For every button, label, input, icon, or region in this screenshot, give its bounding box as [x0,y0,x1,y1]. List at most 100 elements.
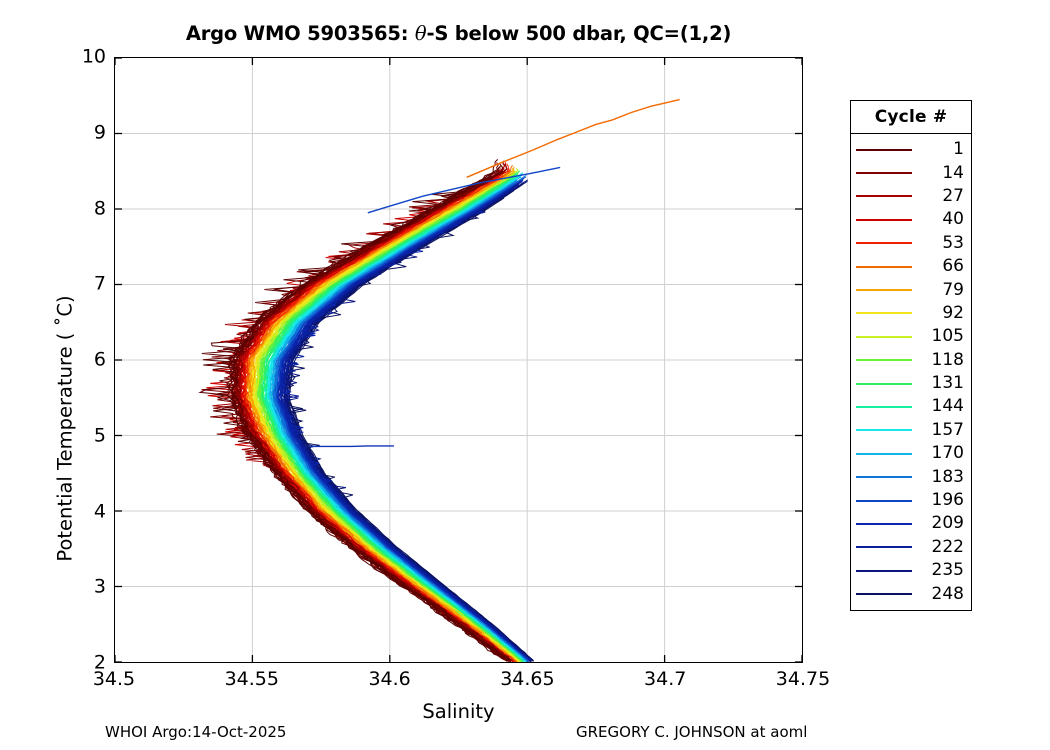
theta-s-trace [210,170,512,661]
legend-row[interactable]: 183 [851,465,971,488]
legend-row[interactable]: 79 [851,278,971,301]
legend-row[interactable]: 131 [851,372,971,395]
x-tick-label: 34.55 [224,668,279,690]
theta-s-trace [271,193,528,662]
legend-row[interactable]: 27 [851,185,971,208]
legend-label: 144 [931,396,964,417]
theta-s-trace [281,188,528,660]
legend-color-swatch [856,335,912,338]
legend-color-swatch [856,522,912,525]
legend-row[interactable]: 144 [851,395,971,418]
legend-row[interactable]: 66 [851,255,971,278]
legend-color-swatch [856,148,912,151]
legend-label: 157 [931,419,964,440]
legend-row[interactable]: 92 [851,302,971,325]
y-axis-title-wrap: Potential Temperature ( ˚C) [0,57,77,663]
legend-row[interactable]: 222 [851,536,971,559]
legend-color-swatch [856,499,912,502]
legend-row[interactable]: 157 [851,419,971,442]
legend-row[interactable]: 105 [851,325,971,348]
theta-s-trace [222,165,515,662]
theta-s-trace [280,187,531,661]
x-tick-label: 34.65 [500,668,555,690]
tick-marks [115,58,802,662]
x-axis-tick-labels: 34.5 34.55 34.6 34.65 34.7 34.75 [93,668,830,696]
y-tick-label: 8 [93,197,106,219]
y-tick-label: 10 [81,45,106,68]
theta-s-trace [253,176,517,662]
legend-row[interactable]: 196 [851,489,971,512]
legend-row[interactable]: 14 [851,161,971,184]
legend-label: 79 [942,279,964,300]
theta-s-trace [283,199,532,662]
outlier-paths [308,98,680,448]
legend-label: 131 [931,373,964,394]
legend-row[interactable]: 53 [851,232,971,255]
x-axis-title: Salinity [422,700,495,723]
legend-color-swatch [856,405,912,408]
theta-s-trace [283,197,531,661]
legend-color-swatch [856,429,912,432]
x-tick-label: 34.75 [775,668,831,690]
legend-row[interactable]: 40 [851,208,971,231]
y-axis-tick-labels: 2 3 4 5 6 7 8 9 10 [40,47,106,672]
legend-row[interactable]: 209 [851,512,971,535]
legend-row[interactable]: 1 [851,138,971,161]
theta-s-plot [115,58,802,662]
legend-label: 66 [942,256,964,277]
legend-label: 92 [942,302,964,323]
legend-label: 248 [931,583,964,604]
theta-s-trace [248,166,515,661]
theta-s-trace [280,194,529,661]
theta-s-trace [276,176,528,661]
legend-color-swatch [856,218,912,221]
legend-color-swatch [856,265,912,268]
legend-row[interactable]: 235 [851,559,971,582]
series-trace-group [198,158,512,662]
legend-row[interactable]: 118 [851,349,971,372]
footer-source-text: WHOI Argo:14-Oct-2025 [105,723,287,741]
gridlines [115,58,802,662]
legend-label: 183 [931,466,964,487]
y-tick-label: 5 [93,424,106,447]
legend-row[interactable]: 170 [851,442,971,465]
legend-color-swatch [856,569,912,572]
theta-s-trace [281,190,531,662]
legend-color-swatch [856,289,912,292]
y-tick-label: 2 [93,651,106,674]
x-tick-label: 34.5 [92,668,136,690]
chart-title: Argo WMO 5903565: θ-S below 500 dbar, QC… [114,22,803,45]
theta-s-trace [277,191,527,661]
legend-color-swatch [856,593,912,596]
theta-s-trace [261,187,522,662]
y-tick-label: 7 [93,272,106,295]
theta-s-trace [258,176,521,662]
legend-color-swatch [856,476,912,479]
legend-label: 196 [931,490,964,511]
theta-s-trace [262,175,524,662]
x-tick-label: 34.7 [644,668,687,690]
y-axis-title: Potential Temperature ( ˚C) [53,295,77,562]
legend-label: 53 [942,232,964,253]
legend-color-swatch [856,382,912,385]
legend-color-swatch [856,312,912,315]
legend-label: 40 [942,209,964,230]
theta-s-trace [275,190,529,662]
legend-row[interactable]: 248 [851,582,971,605]
legend-color-swatch [856,546,912,549]
legend-label: 170 [931,443,964,464]
legend-label: 222 [931,536,964,557]
theta-s-trace [267,175,527,662]
theta-s-trace [202,166,509,662]
theta-s-trace [270,176,526,661]
theta-s-trace [283,193,533,662]
legend-label: 27 [942,185,964,206]
y-tick-label: 9 [93,121,106,144]
theta-s-trace [277,193,530,662]
series-paths [198,158,534,662]
legend-label: 14 [942,162,964,183]
theta-s-trace [267,187,524,661]
legend-label: 118 [931,349,964,370]
outlier-trace-blue-upper-tail [367,166,561,214]
